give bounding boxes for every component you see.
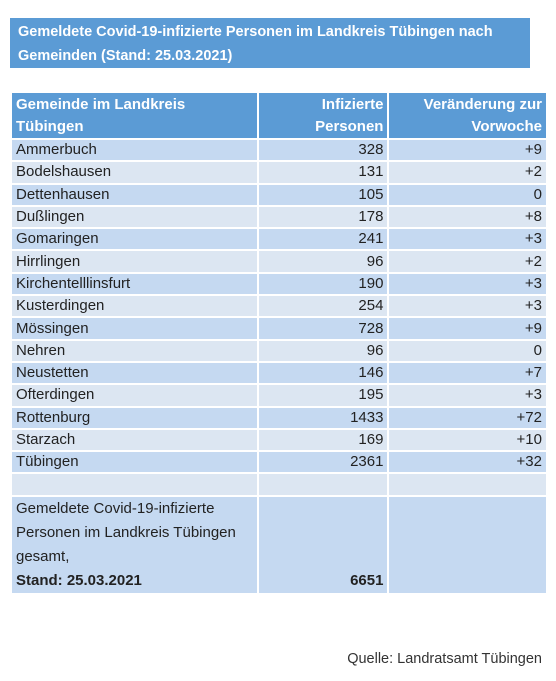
cell: +3	[387, 271, 548, 297]
cell: 96	[256, 338, 390, 363]
cell: 328	[256, 137, 390, 163]
cell: +10	[387, 427, 548, 453]
row: Nehren 96 0	[10, 338, 548, 363]
cell: 0	[387, 182, 548, 207]
cell: 1433	[256, 405, 390, 430]
cell: 190	[256, 271, 390, 297]
title: Gemeldete Covid-19-infizierte Personen i…	[10, 18, 530, 68]
cell: Gomaringen	[10, 227, 259, 252]
row: Kirchentelllinsfurt 190 +3	[10, 271, 548, 297]
table-body: Ammerbuch 328 +9 Bodelshausen 131 +2 Dettenhau…	[10, 137, 548, 595]
cell: +32	[387, 450, 548, 475]
cell: 131	[256, 160, 390, 185]
cell: Hirrlingen	[10, 249, 259, 274]
cell: 241	[256, 227, 390, 252]
cell: +3	[387, 294, 548, 319]
cell: 195	[256, 383, 390, 408]
cell: +9	[387, 316, 548, 341]
total-row: Gemeldete Covid-19-infizierte Personen i…	[10, 494, 548, 595]
cell: +3	[387, 383, 548, 408]
cell: Kusterdingen	[10, 294, 259, 319]
cell: 96	[256, 249, 390, 274]
cell: Bodelshausen	[10, 160, 259, 185]
cell: 254	[256, 294, 390, 319]
cell: +2	[387, 160, 548, 185]
header-row: Gemeinde im Landkreis Tübingen Infiziert…	[10, 91, 548, 140]
cell: Ofterdingen	[10, 383, 259, 408]
cell: Neustetten	[10, 360, 259, 386]
total-value: 6651	[256, 494, 390, 595]
row: Kusterdingen 254 +3	[10, 294, 548, 319]
header-cell: Infizierte Personen	[256, 91, 390, 140]
cell: Rottenburg	[10, 405, 259, 430]
cell: Nehren	[10, 338, 259, 363]
cell: Tübingen	[10, 450, 259, 475]
empty-cell	[387, 494, 548, 595]
row: Bodelshausen 131 +2	[10, 160, 548, 185]
empty-cell	[10, 472, 259, 497]
cell: 169	[256, 427, 390, 453]
cell: Kirchentelllinsfurt	[10, 271, 259, 297]
row: Dettenhausen 105 0	[10, 182, 548, 207]
cell: 2361	[256, 450, 390, 475]
cell: +7	[387, 360, 548, 386]
cell: Dettenhausen	[10, 182, 259, 207]
source: Quelle: Landratsamt Tübingen	[347, 651, 542, 667]
empty-cell	[387, 472, 548, 497]
cell: 0	[387, 338, 548, 363]
cell: 105	[256, 182, 390, 207]
row: Starzach 169 +10	[10, 427, 548, 453]
empty-row	[10, 472, 548, 497]
cell: +8	[387, 204, 548, 230]
empty-cell	[256, 472, 390, 497]
total-label-cell: Gemeldete Covid-19-infizierte Personen i…	[10, 494, 259, 595]
cell: 146	[256, 360, 390, 386]
cell: +9	[387, 137, 548, 163]
row: Mössingen 728 +9	[10, 316, 548, 341]
row: Tübingen 2361 +32	[10, 450, 548, 475]
row: Hirrlingen 96 +2	[10, 249, 548, 274]
cell: Ammerbuch	[10, 137, 259, 163]
row: Rottenburg 1433 +72	[10, 405, 548, 430]
row: Ofterdingen 195 +3	[10, 383, 548, 408]
cell: +3	[387, 227, 548, 252]
total-stand: Stand: 25.03.2021	[16, 571, 142, 589]
table: Gemeinde im Landkreis Tübingen Infiziert…	[10, 91, 548, 595]
header-cell: Gemeinde im Landkreis Tübingen	[10, 91, 259, 140]
row: Neustetten 146 +7	[10, 360, 548, 386]
cell: Dußlingen	[10, 204, 259, 230]
cell: 178	[256, 204, 390, 230]
cell: Mössingen	[10, 316, 259, 341]
cell: Starzach	[10, 427, 259, 453]
cell: +72	[387, 405, 548, 430]
cell: 728	[256, 316, 390, 341]
cell: +2	[387, 249, 548, 274]
row: Gomaringen 241 +3	[10, 227, 548, 252]
total-label: Gemeldete Covid-19-infizierte Personen i…	[16, 499, 236, 565]
row: Ammerbuch 328 +9	[10, 137, 548, 163]
row: Dußlingen 178 +8	[10, 204, 548, 230]
header-cell: Veränderung zur Vorwoche	[387, 91, 548, 140]
